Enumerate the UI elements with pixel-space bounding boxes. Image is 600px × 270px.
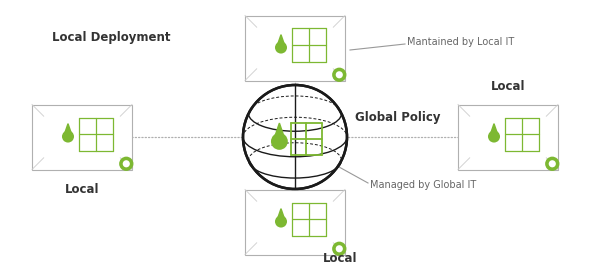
Text: Global Policy: Global Policy — [355, 112, 440, 124]
Circle shape — [275, 215, 287, 228]
FancyBboxPatch shape — [245, 190, 345, 255]
Circle shape — [332, 242, 346, 256]
FancyBboxPatch shape — [245, 15, 345, 80]
Circle shape — [336, 71, 343, 78]
Circle shape — [336, 245, 343, 252]
Polygon shape — [274, 123, 286, 141]
Text: Local: Local — [323, 252, 357, 265]
Circle shape — [62, 130, 74, 143]
Circle shape — [549, 160, 556, 167]
Polygon shape — [490, 124, 498, 136]
Text: Managed by Global IT: Managed by Global IT — [370, 180, 476, 190]
Text: Local: Local — [65, 183, 99, 196]
Polygon shape — [277, 35, 285, 47]
Ellipse shape — [243, 85, 347, 189]
Circle shape — [488, 130, 500, 143]
Circle shape — [123, 160, 130, 167]
Text: Local Deployment: Local Deployment — [52, 32, 170, 45]
Circle shape — [545, 157, 559, 171]
FancyBboxPatch shape — [32, 104, 132, 170]
Circle shape — [119, 157, 133, 171]
Circle shape — [271, 133, 288, 150]
Polygon shape — [64, 124, 72, 136]
Circle shape — [332, 68, 346, 82]
Circle shape — [275, 42, 287, 53]
Text: Mantained by Local IT: Mantained by Local IT — [407, 37, 514, 47]
Polygon shape — [277, 209, 285, 221]
Text: Local: Local — [491, 80, 525, 93]
FancyBboxPatch shape — [458, 104, 558, 170]
